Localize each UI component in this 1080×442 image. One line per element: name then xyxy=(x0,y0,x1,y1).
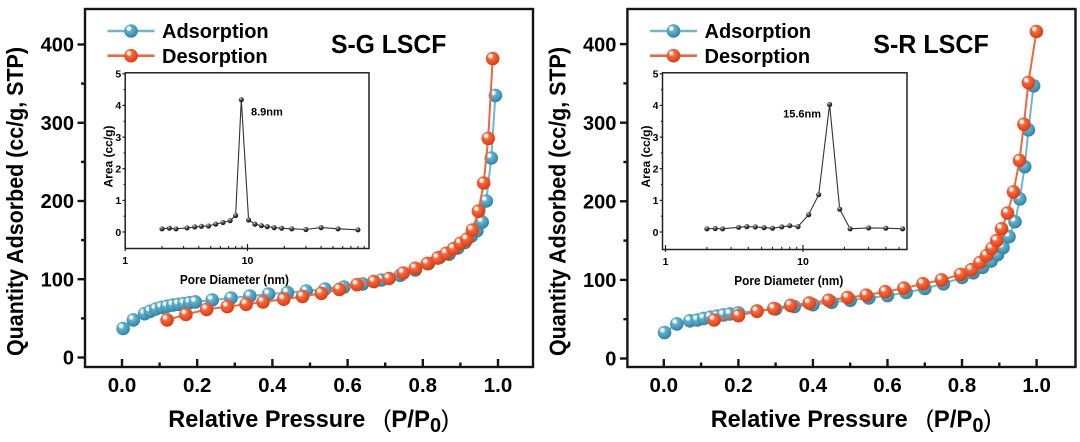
svg-text:10: 10 xyxy=(242,255,254,267)
svg-text:2: 2 xyxy=(115,164,121,176)
svg-text:8.9nm: 8.9nm xyxy=(251,107,283,119)
svg-text:300: 300 xyxy=(41,113,74,135)
svg-text:5: 5 xyxy=(115,69,121,81)
svg-text:10: 10 xyxy=(797,256,809,268)
svg-text:0.0: 0.0 xyxy=(650,374,679,397)
svg-text:0.4: 0.4 xyxy=(799,374,828,397)
svg-text:400: 400 xyxy=(583,34,616,56)
svg-text:Relative Pressure: Relative Pressure xyxy=(711,406,908,433)
svg-text:Adsorption: Adsorption xyxy=(705,21,812,43)
svg-text:Area (cc/g): Area (cc/g) xyxy=(639,125,653,187)
svg-text:S-G LSCF: S-G LSCF xyxy=(331,29,447,59)
svg-text:1.0: 1.0 xyxy=(484,374,513,397)
svg-text:2: 2 xyxy=(653,164,659,176)
svg-text:1.0: 1.0 xyxy=(1022,374,1051,397)
svg-text:0.6: 0.6 xyxy=(333,374,362,397)
svg-text:Adsorption: Adsorption xyxy=(162,21,269,43)
svg-text:100: 100 xyxy=(41,269,74,291)
svg-text:Desorption: Desorption xyxy=(705,46,811,68)
svg-text:0.8: 0.8 xyxy=(409,374,438,397)
svg-text:100: 100 xyxy=(583,270,616,292)
svg-text:3: 3 xyxy=(115,132,121,144)
svg-text:4: 4 xyxy=(115,100,121,112)
svg-text:0.0: 0.0 xyxy=(108,374,137,397)
svg-text:Quantity Adsorbed (cc/g, STP): Quantity Adsorbed (cc/g, STP) xyxy=(544,47,570,356)
svg-text:0: 0 xyxy=(605,349,616,371)
svg-text:1: 1 xyxy=(653,195,659,207)
svg-text:200: 200 xyxy=(41,191,74,213)
svg-text:(P/P0): (P/P0) xyxy=(926,406,992,437)
svg-text:1: 1 xyxy=(663,256,669,268)
svg-text:1: 1 xyxy=(122,255,128,267)
svg-text:0.2: 0.2 xyxy=(724,374,753,397)
svg-text:0: 0 xyxy=(115,227,121,239)
svg-text:0: 0 xyxy=(63,348,74,370)
svg-text:Desorption: Desorption xyxy=(162,46,268,68)
svg-text:15.6nm: 15.6nm xyxy=(783,109,821,121)
svg-text:4: 4 xyxy=(653,100,659,112)
svg-text:Pore Diameter (nm): Pore Diameter (nm) xyxy=(734,273,843,288)
svg-text:5: 5 xyxy=(653,69,659,81)
svg-text:400: 400 xyxy=(41,35,74,57)
svg-text:Pore Diameter (nm): Pore Diameter (nm) xyxy=(180,272,289,287)
svg-text:200: 200 xyxy=(583,192,616,214)
svg-text:0.8: 0.8 xyxy=(948,374,977,397)
svg-text:Quantity Adsorbed (cc/g, STP): Quantity Adsorbed (cc/g, STP) xyxy=(2,47,28,356)
svg-text:Relative Pressure: Relative Pressure xyxy=(168,406,365,433)
svg-text:Area (cc/g): Area (cc/g) xyxy=(102,125,116,187)
svg-text:1: 1 xyxy=(115,195,121,207)
svg-text:0.4: 0.4 xyxy=(258,374,287,397)
svg-text:300: 300 xyxy=(583,113,616,135)
svg-text:0: 0 xyxy=(653,227,659,239)
svg-text:3: 3 xyxy=(653,132,659,144)
svg-text:0.2: 0.2 xyxy=(183,374,212,397)
svg-text:0.6: 0.6 xyxy=(873,374,902,397)
svg-text:S-R LSCF: S-R LSCF xyxy=(873,29,989,59)
